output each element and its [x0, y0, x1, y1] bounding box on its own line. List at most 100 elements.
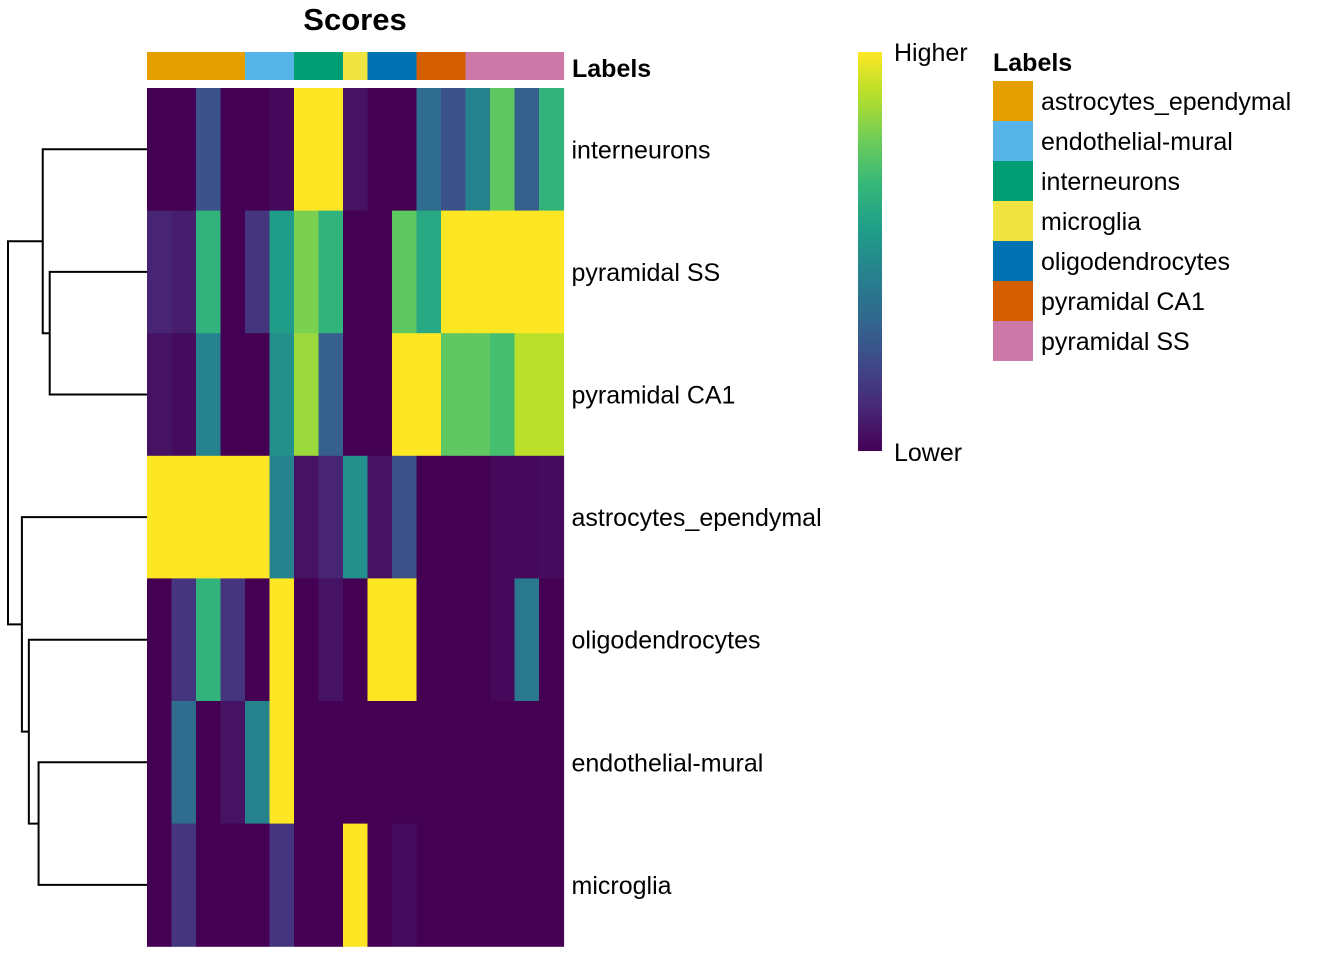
heatmap-cell	[392, 333, 418, 457]
heatmap-cell	[465, 333, 491, 457]
heatmap-cell	[343, 578, 369, 702]
heatmap-cell	[269, 455, 295, 579]
heatmap-cell	[245, 88, 271, 212]
dendrogram-branch	[20, 516, 147, 733]
heatmap-cell	[465, 701, 491, 825]
legend-swatch	[993, 161, 1033, 201]
heatmap-cell	[171, 88, 197, 212]
annotation-cell	[294, 52, 320, 80]
heatmap-cell	[196, 578, 222, 702]
heatmap-cell	[318, 333, 344, 457]
heatmap-cell	[514, 701, 540, 825]
heatmap-cell	[539, 578, 565, 702]
heatmap-cell	[465, 823, 491, 947]
legend-swatch	[993, 241, 1033, 281]
heatmap-cell	[318, 823, 344, 947]
heatmap-cell	[196, 333, 222, 457]
row-label: pyramidal CA1	[572, 382, 736, 410]
heatmap-cell	[269, 823, 295, 947]
row-label: interneurons	[572, 136, 711, 164]
heatmap-cell	[318, 701, 344, 825]
row-dendrogram	[7, 148, 147, 886]
heatmap-cell	[392, 210, 418, 334]
heatmap-cell	[147, 333, 173, 457]
heatmap-cell	[514, 210, 540, 334]
heatmap-cell	[514, 578, 540, 702]
heatmap-cell	[269, 210, 295, 334]
colorbar	[858, 52, 882, 451]
heatmap-cell	[147, 210, 173, 334]
heatmap-cell	[343, 88, 369, 212]
heatmap-cell	[220, 210, 246, 334]
heatmap-cell	[343, 455, 369, 579]
heatmap-cell	[245, 455, 271, 579]
heatmap-cell	[147, 823, 173, 947]
heatmap-cell	[490, 578, 516, 702]
heatmap-cell	[171, 701, 197, 825]
heatmap-cell	[490, 823, 516, 947]
heatmap-cell	[441, 333, 467, 457]
annotation-cell	[514, 52, 540, 80]
heatmap-cell	[245, 701, 271, 825]
legend-swatch	[993, 121, 1033, 161]
heatmap-cell	[196, 210, 222, 334]
heatmap-cell	[318, 455, 344, 579]
heatmap-cell	[392, 88, 418, 212]
labels-legend-title: Labels	[993, 49, 1072, 77]
legend-label: endothelial-mural	[1041, 128, 1233, 156]
heatmap-cell	[490, 455, 516, 579]
annotation-cell	[147, 52, 173, 80]
heatmap-cell	[416, 823, 442, 947]
legend-label: interneurons	[1041, 168, 1180, 196]
heatmap-cell	[269, 578, 295, 702]
chart-title: Scores	[303, 2, 406, 37]
heatmap-cell	[465, 210, 491, 334]
heatmap-cell	[539, 701, 565, 825]
heatmap-cell	[294, 333, 320, 457]
heatmap-cell	[441, 455, 467, 579]
dendrogram-branch	[37, 761, 147, 886]
dendrogram-branch	[48, 270, 147, 396]
heatmap-cell	[318, 210, 344, 334]
heatmap-cell	[196, 455, 222, 579]
heatmap-cell	[343, 210, 369, 334]
row-labels: interneurons pyramidal SS pyramidal CA1 ast…	[572, 136, 822, 900]
heatmap-cell	[539, 823, 565, 947]
heatmap-cells	[147, 88, 565, 947]
legend-label: astrocytes_ependymal	[1041, 88, 1291, 116]
heatmap-cell	[171, 210, 197, 334]
heatmap-cell	[367, 88, 393, 212]
heatmap-cell	[392, 823, 418, 947]
heatmap-cell	[220, 455, 246, 579]
legend-swatch	[993, 201, 1033, 241]
heatmap-cell	[392, 455, 418, 579]
legend-swatch	[993, 321, 1033, 361]
row-label: microglia	[572, 872, 672, 900]
heatmap-cell	[367, 333, 393, 457]
legend-label: microglia	[1041, 208, 1141, 236]
annotation-cell	[196, 52, 222, 80]
heatmap-cell	[269, 333, 295, 457]
heatmap-cell	[490, 701, 516, 825]
heatmap-cell	[171, 333, 197, 457]
heatmap-cell	[441, 578, 467, 702]
annotation-cell	[539, 52, 565, 80]
row-label: pyramidal SS	[572, 259, 721, 287]
annotation-cell	[490, 52, 516, 80]
dendrogram-branch	[41, 148, 147, 335]
heatmap-cell	[171, 578, 197, 702]
heatmap-cell	[294, 88, 320, 212]
heatmap-cell	[147, 578, 173, 702]
annotation-cell	[392, 52, 418, 80]
heatmap-cell	[539, 333, 565, 457]
heatmap-cell	[269, 701, 295, 825]
heatmap-cell	[294, 578, 320, 702]
heatmap-cell	[220, 88, 246, 212]
heatmap-cell	[245, 578, 271, 702]
heatmap-cell	[416, 210, 442, 334]
heatmap-cell	[318, 578, 344, 702]
heatmap-cell	[343, 823, 369, 947]
heatmap-cell	[294, 210, 320, 334]
annotation-cell	[441, 52, 467, 80]
heatmap-cell	[367, 701, 393, 825]
